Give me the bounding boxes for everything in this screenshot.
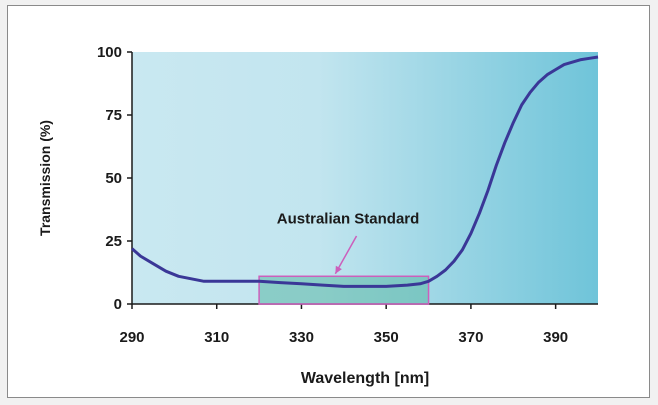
x-tick-label: 330 bbox=[289, 329, 314, 346]
x-tick-label: 290 bbox=[119, 329, 144, 346]
x-axis: 290 310 330 350 370 390 bbox=[119, 303, 598, 346]
y-tick-label: 0 bbox=[114, 296, 122, 313]
transmission-chart: 0 25 50 75 100 290 310 330 350 370 390 Australian… bbox=[37, 44, 599, 387]
annotation-arrow bbox=[334, 235, 358, 275]
y-axis: 0 25 50 75 100 bbox=[97, 44, 133, 313]
x-axis-label: Wavelength [nm] bbox=[301, 370, 429, 387]
annotation-box bbox=[258, 275, 430, 305]
x-tick-label: 370 bbox=[458, 329, 483, 346]
y-tick-label: 100 bbox=[97, 44, 122, 61]
x-tick-label: 350 bbox=[374, 329, 399, 346]
y-tick-label: 50 bbox=[105, 170, 122, 187]
y-axis-label: Transmission (%) bbox=[37, 120, 53, 236]
chart-frame: 0 25 50 75 100 290 310 330 350 370 390 Australian… bbox=[7, 5, 650, 398]
arrow-shaft bbox=[334, 235, 358, 275]
x-tick-label: 310 bbox=[204, 329, 229, 346]
annotation-label: Australian Standard bbox=[277, 210, 420, 227]
y-tick-label: 25 bbox=[105, 233, 122, 250]
series-group bbox=[131, 55, 599, 288]
plot-area bbox=[132, 52, 598, 304]
y-tick-label: 75 bbox=[105, 107, 122, 124]
x-tick-label: 390 bbox=[543, 329, 568, 346]
arrow-head bbox=[335, 265, 342, 274]
